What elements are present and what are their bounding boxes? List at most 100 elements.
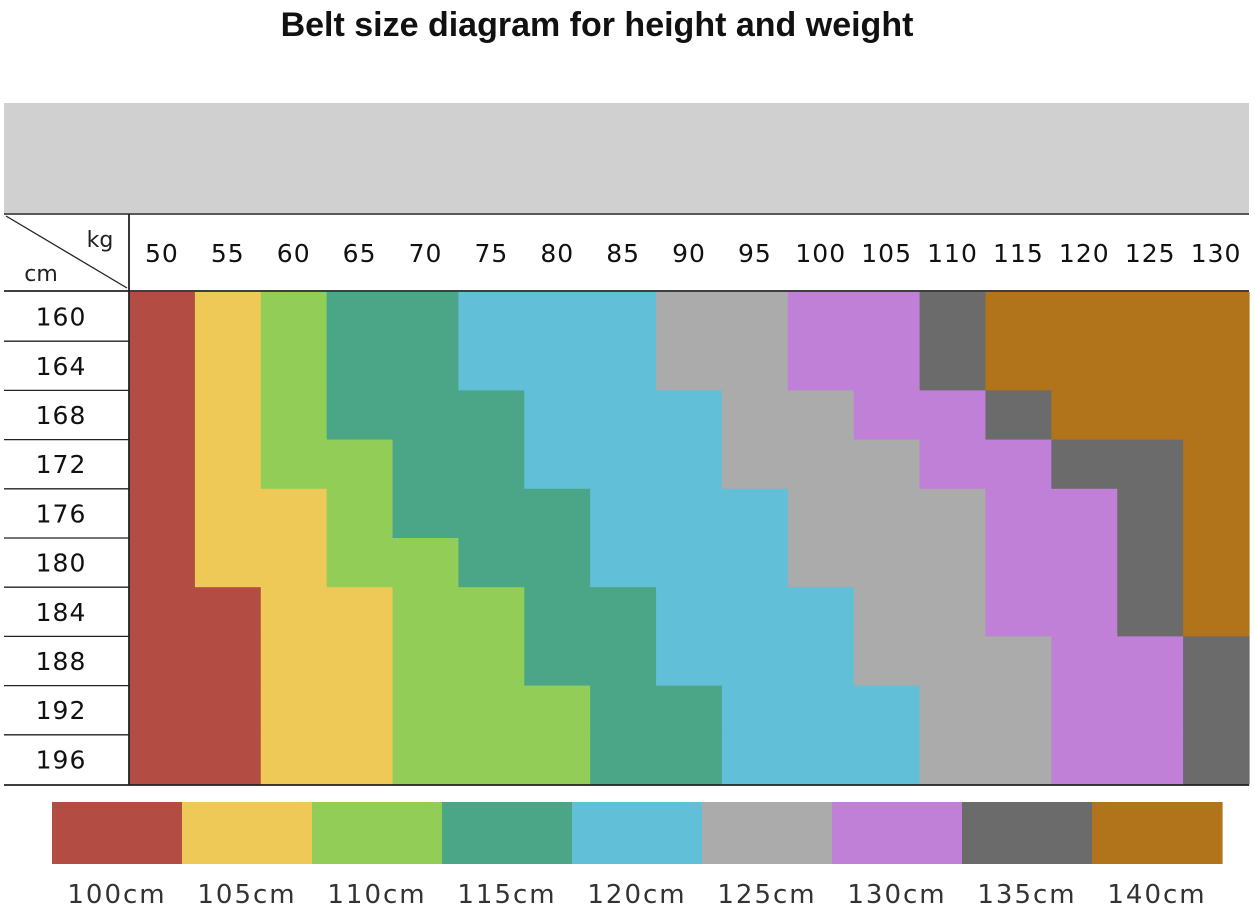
heatmap-cell xyxy=(524,488,591,539)
heatmap-cell xyxy=(985,390,1052,441)
heatmap-cell xyxy=(392,341,460,391)
heatmap-cell xyxy=(1051,734,1118,785)
heatmap-cell xyxy=(1051,439,1118,490)
heatmap-cell xyxy=(392,390,460,441)
heatmap-cell xyxy=(787,488,855,539)
heatmap-cell xyxy=(1051,636,1118,687)
heatmap-cell xyxy=(1051,538,1118,588)
heatmap-cell xyxy=(129,439,196,490)
heatmap-cell xyxy=(260,587,328,637)
heatmap-cell xyxy=(919,587,987,637)
heatmap-cell xyxy=(721,587,789,637)
height-tick-label: 180 xyxy=(36,549,87,578)
heatmap-cell xyxy=(1183,488,1250,539)
heatmap-cell xyxy=(326,488,394,539)
legend-swatch xyxy=(1092,802,1223,864)
heatmap-cell xyxy=(524,538,591,588)
heatmap-cell xyxy=(1051,685,1118,736)
heatmap-cell xyxy=(1117,538,1184,588)
heatmap-cell xyxy=(260,734,328,785)
weight-tick-label: 130 xyxy=(1191,239,1242,268)
heatmap-cell xyxy=(1183,587,1250,637)
heatmap-cell xyxy=(919,636,987,687)
heatmap-cell xyxy=(656,538,723,588)
heatmap-cell xyxy=(1117,587,1184,637)
heatmap-cell xyxy=(326,685,394,736)
heatmap-cell xyxy=(853,538,921,588)
heatmap-cell xyxy=(919,538,987,588)
weight-tick-label: 85 xyxy=(606,239,640,268)
heatmap-cell xyxy=(458,488,525,539)
heatmap-cell xyxy=(524,390,591,441)
heatmap-cell xyxy=(590,587,657,637)
table-frame xyxy=(4,213,1249,786)
heatmap-cell xyxy=(392,292,460,342)
height-tick-label: 192 xyxy=(36,696,87,725)
heatmap-cell xyxy=(1117,734,1184,785)
weight-tick-label: 65 xyxy=(343,239,377,268)
heatmap-cell xyxy=(787,587,855,637)
heatmap-cell xyxy=(1183,341,1250,391)
heatmap-cell xyxy=(787,292,855,342)
heatmap-cell xyxy=(194,488,262,539)
heatmap-cell xyxy=(260,636,328,687)
heatmap-cell xyxy=(853,685,921,736)
heatmap-cell xyxy=(853,341,921,391)
heatmap-cell xyxy=(919,685,987,736)
heatmap-cell xyxy=(787,439,855,490)
heatmap-cell xyxy=(853,439,921,490)
size-legend: 100cm 105cm 110cm 115cm 120cm 125cm 130cm 135cm… xyxy=(52,802,1223,910)
heatmap-cell xyxy=(194,439,262,490)
heatmap-cell xyxy=(656,292,723,342)
heatmap-cell xyxy=(326,538,394,588)
heatmap-cell xyxy=(260,390,328,441)
weight-tick-label: 115 xyxy=(993,239,1044,268)
heatmap-cell xyxy=(1117,341,1184,391)
heatmap-cell xyxy=(326,636,394,687)
heatmap-cell xyxy=(985,439,1052,490)
legend-label: 125cm xyxy=(717,880,816,910)
legend-label: 140cm xyxy=(1107,880,1206,910)
heatmap-cell xyxy=(721,341,789,391)
heatmap-cell xyxy=(392,587,460,637)
heatmap-cell xyxy=(1183,390,1250,441)
weight-tick-label: 50 xyxy=(145,239,179,268)
heatmap-cell xyxy=(721,488,789,539)
heatmap-cell xyxy=(129,636,196,687)
heatmap-cell xyxy=(326,292,394,342)
heatmap-cell xyxy=(1183,685,1250,736)
weight-tick-label: 100 xyxy=(795,239,846,268)
heatmap-cell xyxy=(524,685,591,736)
legend-swatch xyxy=(572,802,703,864)
weight-axis: 50 55 60 65 70 75 80 85 90 95 100 105 110 115 120 125 13… xyxy=(145,239,1242,268)
heatmap-cell xyxy=(721,636,789,687)
heatmap-cell xyxy=(1117,636,1184,687)
legend-swatch xyxy=(52,802,183,864)
heatmap-cell xyxy=(1117,685,1184,736)
heatmap-cell xyxy=(590,439,657,490)
heatmap-cell xyxy=(1183,538,1250,588)
unit-corner: kg cm xyxy=(5,215,128,289)
heatmap-cell xyxy=(721,538,789,588)
heatmap-cell xyxy=(853,488,921,539)
heatmap-cell xyxy=(194,734,262,785)
heatmap-cell xyxy=(985,538,1052,588)
heatmap-cell xyxy=(1183,292,1250,342)
heatmap-cell xyxy=(260,439,328,490)
legend-swatch xyxy=(312,802,443,864)
weight-tick-label: 60 xyxy=(277,239,311,268)
heatmap-cell xyxy=(590,636,657,687)
heatmap-cell xyxy=(1183,734,1250,785)
weight-tick-label: 95 xyxy=(738,239,772,268)
heatmap-cell xyxy=(656,390,723,441)
weight-tick-label: 105 xyxy=(861,239,912,268)
heatmap-cell xyxy=(590,488,657,539)
heatmap-cell xyxy=(326,341,394,391)
heatmap-cell xyxy=(194,390,262,441)
heatmap-cell xyxy=(458,292,525,342)
heatmap-cell xyxy=(919,390,987,441)
weight-tick-label: 90 xyxy=(672,239,706,268)
heatmap-cell xyxy=(787,341,855,391)
heatmap-cell xyxy=(260,341,328,391)
